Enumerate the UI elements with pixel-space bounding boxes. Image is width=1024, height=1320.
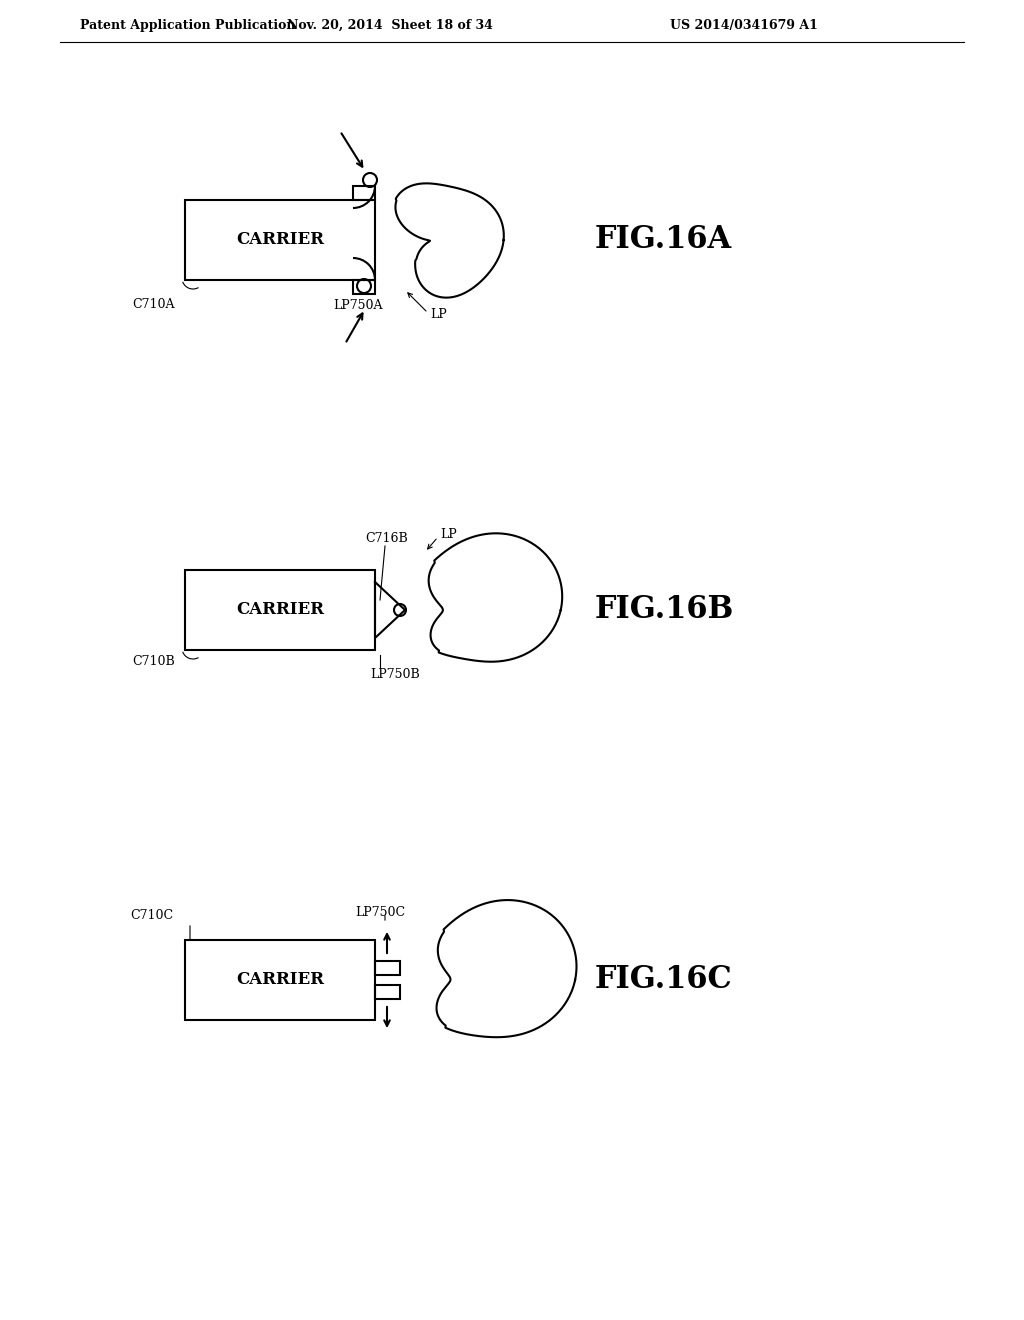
Text: FIG.16A: FIG.16A — [595, 224, 732, 256]
Text: CARRIER: CARRIER — [236, 602, 324, 619]
Text: Patent Application Publication: Patent Application Publication — [80, 18, 296, 32]
Text: FIG.16B: FIG.16B — [595, 594, 734, 626]
Text: C716B: C716B — [365, 532, 408, 545]
Text: LP750C: LP750C — [355, 906, 406, 919]
Text: US 2014/0341679 A1: US 2014/0341679 A1 — [670, 18, 818, 32]
Text: LP750A: LP750A — [333, 300, 383, 312]
Text: CARRIER: CARRIER — [236, 231, 324, 248]
Text: LP: LP — [430, 309, 446, 322]
Text: C710A: C710A — [132, 298, 175, 312]
Text: Nov. 20, 2014  Sheet 18 of 34: Nov. 20, 2014 Sheet 18 of 34 — [287, 18, 493, 32]
Text: CARRIER: CARRIER — [236, 972, 324, 989]
Text: LP: LP — [440, 528, 457, 541]
Text: FIG.16C: FIG.16C — [595, 965, 733, 995]
Text: C710C: C710C — [130, 909, 173, 921]
Text: C710B: C710B — [132, 655, 175, 668]
Text: LP750B: LP750B — [370, 668, 420, 681]
